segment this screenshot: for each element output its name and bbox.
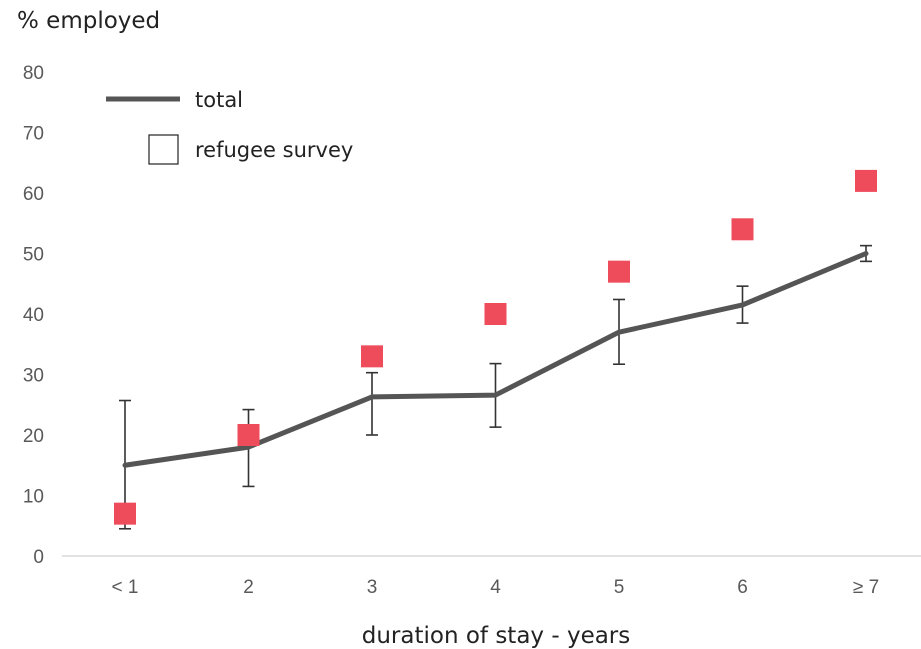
y-tick-label: 50 [23,245,44,266]
legend-label-refugee-survey: refugee survey [195,138,353,162]
y-tick-label: 70 [23,124,44,145]
legend: total refugee survey [106,88,353,165]
x-tick-label: < 1 [112,577,139,598]
x-tick-label: 2 [243,577,254,598]
x-tick-label: 6 [737,577,748,598]
x-tick-label: 5 [614,577,625,598]
refugee-survey-point [237,424,260,446]
total-line [122,251,869,468]
x-tick-label: 4 [490,577,501,598]
refugee-survey-point [484,303,507,325]
y-tick-label: 30 [23,366,44,387]
square-markers [114,169,877,525]
y-tick-label: 40 [23,305,44,326]
legend-label-total: total [195,88,243,112]
refugee-survey-point [361,345,383,368]
x-tick-labels: < 1 2 3 4 5 6 ≥ 7 [112,577,880,598]
y-tick-label: 20 [23,426,44,447]
refugee-survey-point [731,218,754,241]
refugee-survey-point [114,502,136,525]
y-tick-label: 0 [33,547,44,568]
x-tick-label: 3 [367,577,378,598]
legend-square-marker [148,134,179,165]
refugee-survey-point [855,169,877,192]
x-axis-title: duration of stay - years [362,623,631,649]
x-tick-label: ≥ 7 [853,577,879,598]
y-tick-label: 80 [23,63,44,84]
y-tick-label: 60 [23,184,44,205]
error-bars [119,244,872,530]
y-tick-labels: 0 10 20 30 40 50 60 70 80 [23,63,44,568]
line-series [122,251,869,468]
y-tick-label: 10 [23,487,44,508]
y-axis-title: % employed [17,8,160,34]
refugee-survey-point [608,260,630,283]
